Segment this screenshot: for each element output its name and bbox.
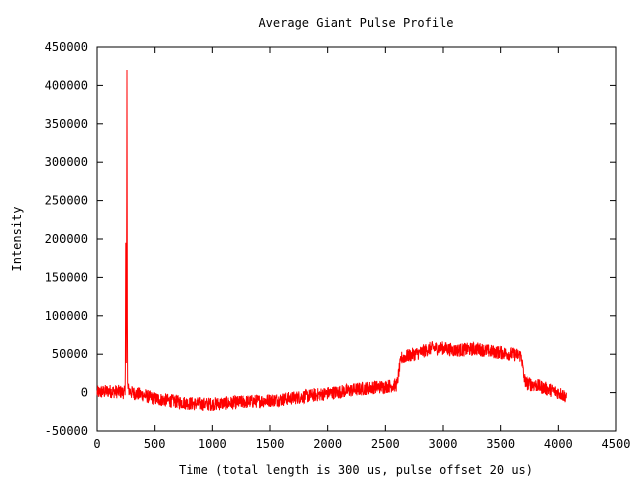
y-tick-label: 250000 (45, 194, 88, 208)
x-tick-label: 2000 (313, 437, 342, 451)
y-tick-label: 50000 (52, 347, 88, 361)
x-tick-label: 500 (144, 437, 166, 451)
x-tick-label: 0 (93, 437, 100, 451)
x-tick-label: 2500 (371, 437, 400, 451)
y-tick-label: -50000 (45, 424, 88, 438)
chart-title: Average Giant Pulse Profile (258, 16, 453, 30)
y-tick-label: 300000 (45, 155, 88, 169)
tick-group: 0 500 1000 1500 2000 2500 3000 3500 4000 4500 -500… (45, 40, 631, 451)
x-tick-label: 1500 (256, 437, 285, 451)
series-layer (96, 69, 567, 412)
y-tick-label: 150000 (45, 270, 88, 284)
x-tick-label: 4000 (544, 437, 573, 451)
y-tick-label: 400000 (45, 78, 88, 92)
x-tick-label: 3000 (429, 437, 458, 451)
series-line (96, 69, 567, 412)
x-axis-label: Time (total length is 300 us, pulse offs… (179, 463, 533, 477)
x-tick-label: 1000 (198, 437, 227, 451)
y-tick-label: 450000 (45, 40, 88, 54)
y-tick-label: 200000 (45, 232, 88, 246)
x-tick-label: 4500 (602, 437, 631, 451)
y-tick-label: 0 (81, 386, 88, 400)
y-tick-label: 350000 (45, 117, 88, 131)
y-axis-label: Intensity (10, 206, 24, 271)
plot-frame (96, 46, 617, 432)
x-tick-label: 3500 (486, 437, 515, 451)
y-tick-label: 100000 (45, 309, 88, 323)
